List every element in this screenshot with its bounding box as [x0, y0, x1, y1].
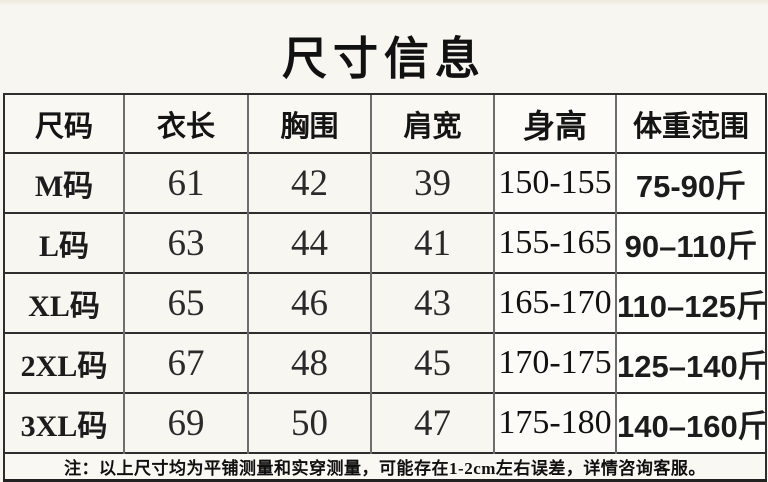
column-header-chest: 胸围	[247, 93, 371, 153]
measurement-note: 注：以上尺寸均为平铺测量和实穿测量，可能存在1-2cm左右误差，详情咨询客服。	[3, 452, 767, 482]
cell-weight: 140–160斤	[615, 392, 767, 453]
size-row-xl: XL码 65 46 43 165-170 110–125斤	[3, 272, 767, 333]
cell-shoulder: 39	[370, 152, 494, 213]
cell-size: 3XL码	[3, 392, 124, 453]
cell-weight: 75-90斤	[615, 152, 767, 213]
cell-chest: 44	[247, 212, 371, 273]
column-header-weight: 体重范围	[615, 93, 767, 153]
cell-shoulder: 41	[370, 212, 494, 273]
cell-shoulder: 45	[370, 332, 494, 393]
cell-length: 63	[123, 212, 248, 273]
cell-size: XL码	[3, 272, 124, 333]
cell-chest: 50	[247, 392, 371, 453]
cell-chest: 46	[247, 272, 371, 333]
cell-weight: 90–110斤	[615, 212, 767, 273]
cell-height: 165-170	[493, 272, 616, 333]
cell-length: 61	[123, 152, 248, 213]
cell-weight: 125–140斤	[615, 332, 767, 393]
column-header-shoulder: 肩宽	[370, 93, 494, 153]
top-edge-artifact	[0, 0, 768, 6]
table-note-row: 注：以上尺寸均为平铺测量和实穿测量，可能存在1-2cm左右误差，详情咨询客服。	[3, 452, 767, 482]
size-row-l: L码 63 44 41 155-165 90–110斤	[3, 212, 767, 273]
column-header-size: 尺码	[3, 93, 124, 153]
size-row-m: M码 61 42 39 150-155 75-90斤	[3, 152, 767, 213]
cell-shoulder: 47	[370, 392, 494, 453]
cell-height: 150-155	[493, 152, 616, 213]
size-chart-table: 尺码 衣长 胸围 肩宽 身高 体重范围 M码 61 42 39 150-155 …	[3, 93, 767, 482]
cell-chest: 42	[247, 152, 371, 213]
cell-size: 2XL码	[3, 332, 124, 393]
cell-height: 155-165	[493, 212, 616, 273]
cell-size: L码	[3, 212, 124, 273]
cell-chest: 48	[247, 332, 371, 393]
cell-weight: 110–125斤	[615, 272, 767, 333]
page-title: 尺寸信息	[281, 34, 486, 84]
table-header-row: 尺码 衣长 胸围 肩宽 身高 体重范围	[3, 93, 767, 153]
cell-height: 175-180	[493, 392, 616, 453]
cell-height: 170-175	[493, 332, 616, 393]
size-row-2xl: 2XL码 67 48 45 170-175 125–140斤	[3, 332, 767, 393]
cell-length: 67	[123, 332, 248, 393]
cell-length: 69	[123, 392, 248, 453]
column-header-height: 身高	[493, 93, 616, 153]
column-header-length: 衣长	[123, 93, 248, 153]
size-row-3xl: 3XL码 69 50 47 175-180 140–160斤	[3, 392, 767, 453]
cell-size: M码	[3, 152, 124, 213]
cell-shoulder: 43	[370, 272, 494, 333]
cell-length: 65	[123, 272, 248, 333]
